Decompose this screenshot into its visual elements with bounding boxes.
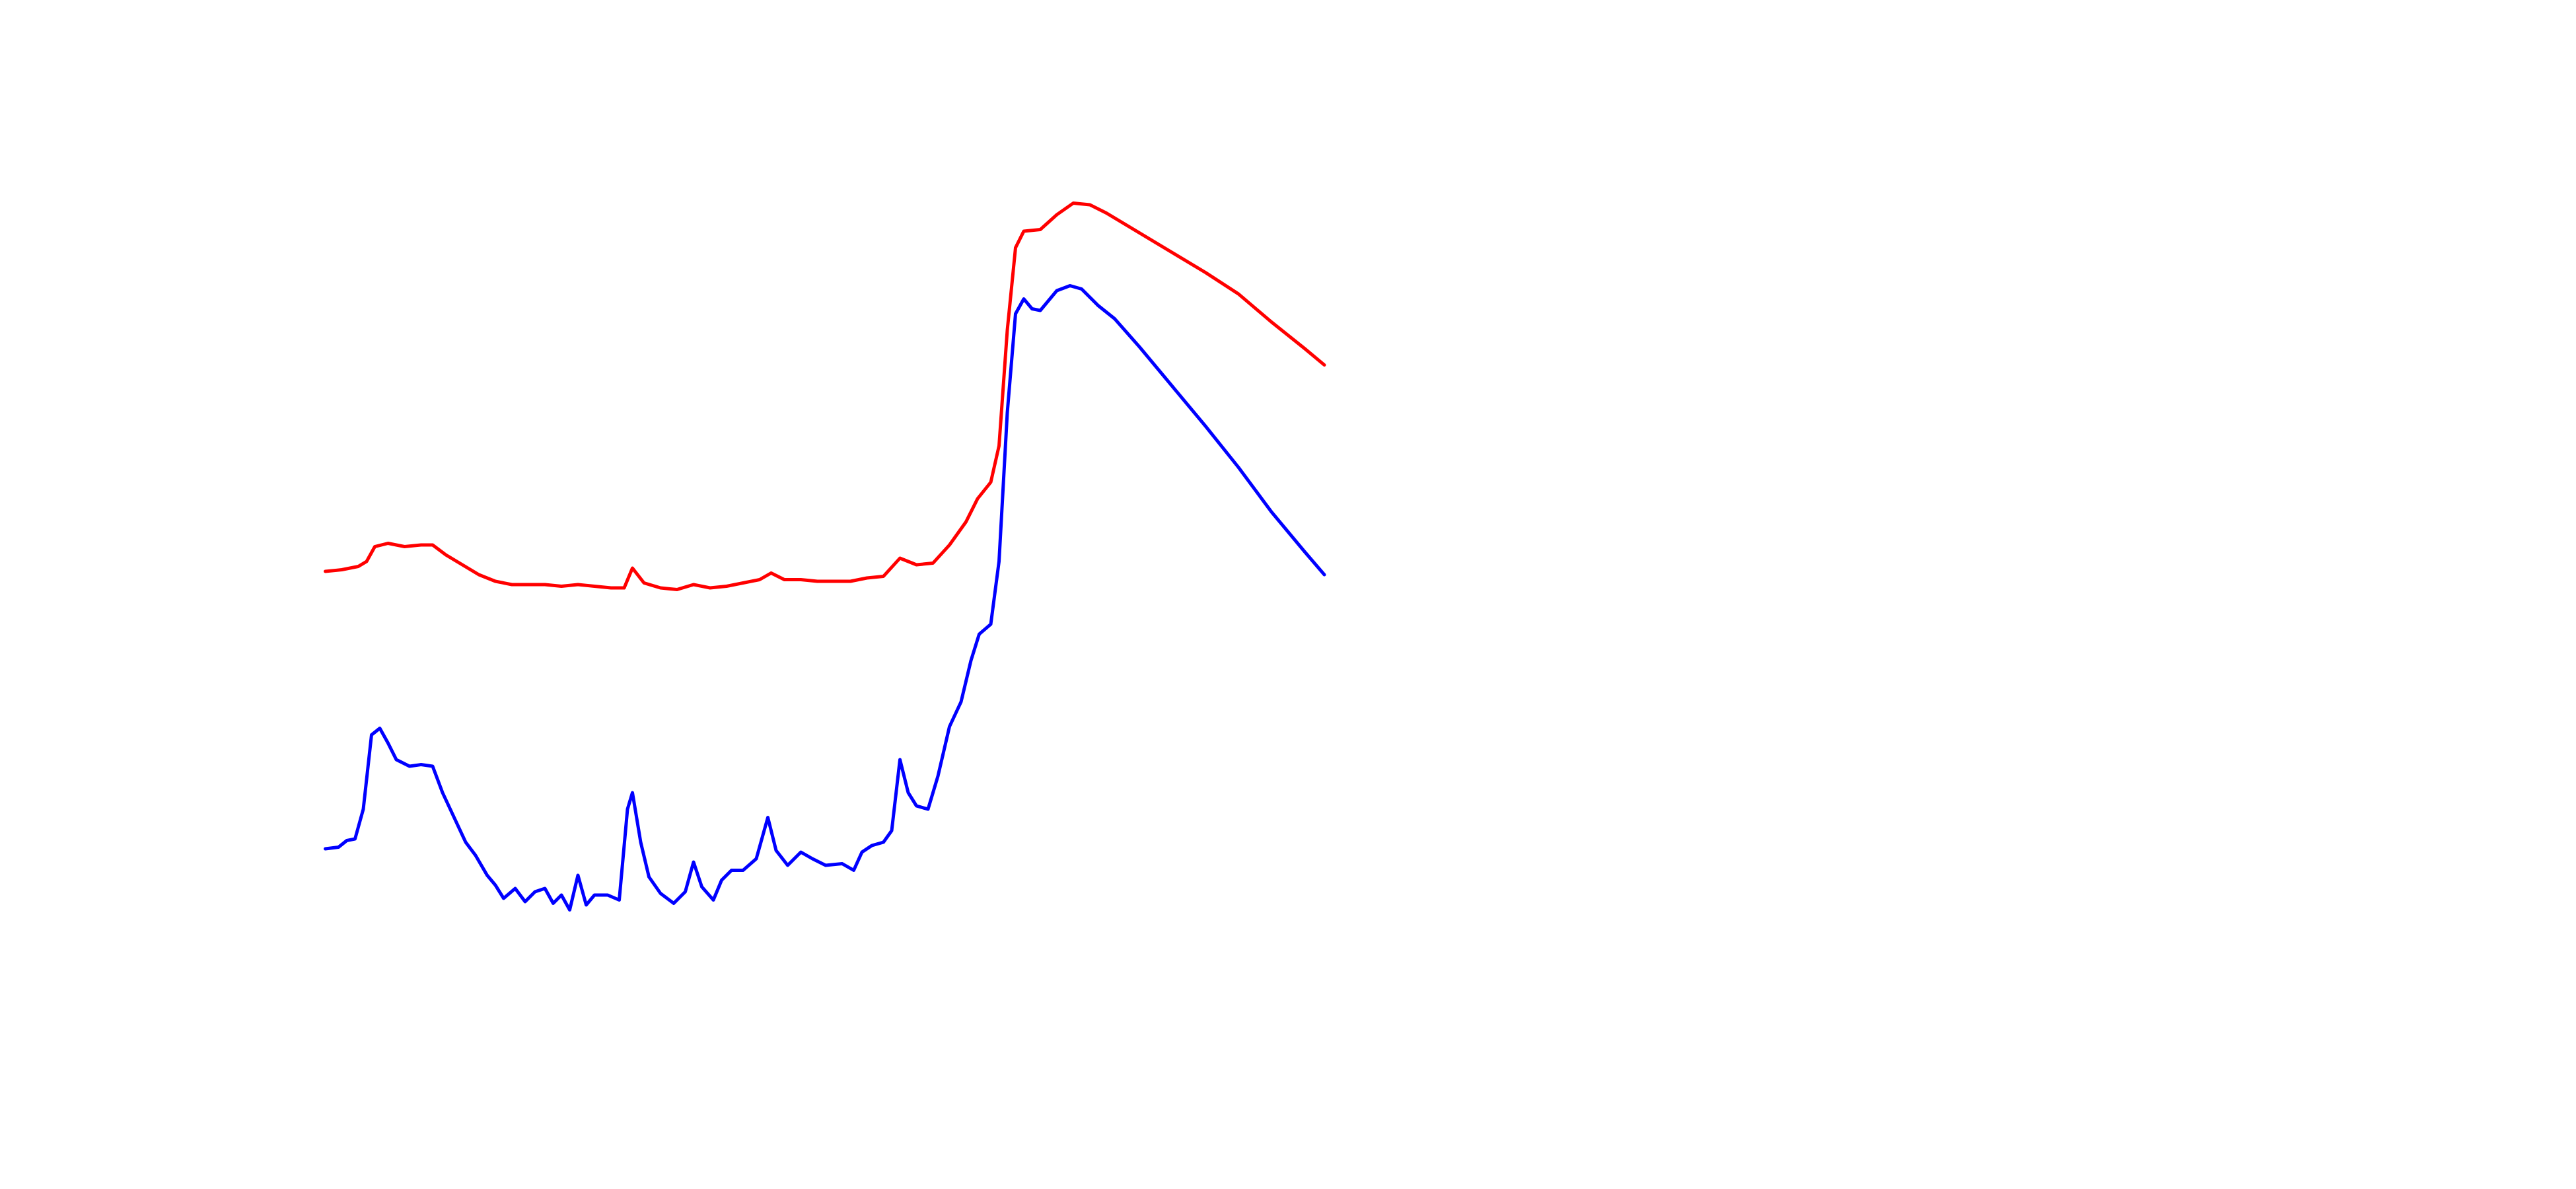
line-series	[324, 284, 1326, 912]
line-series	[324, 201, 1326, 591]
